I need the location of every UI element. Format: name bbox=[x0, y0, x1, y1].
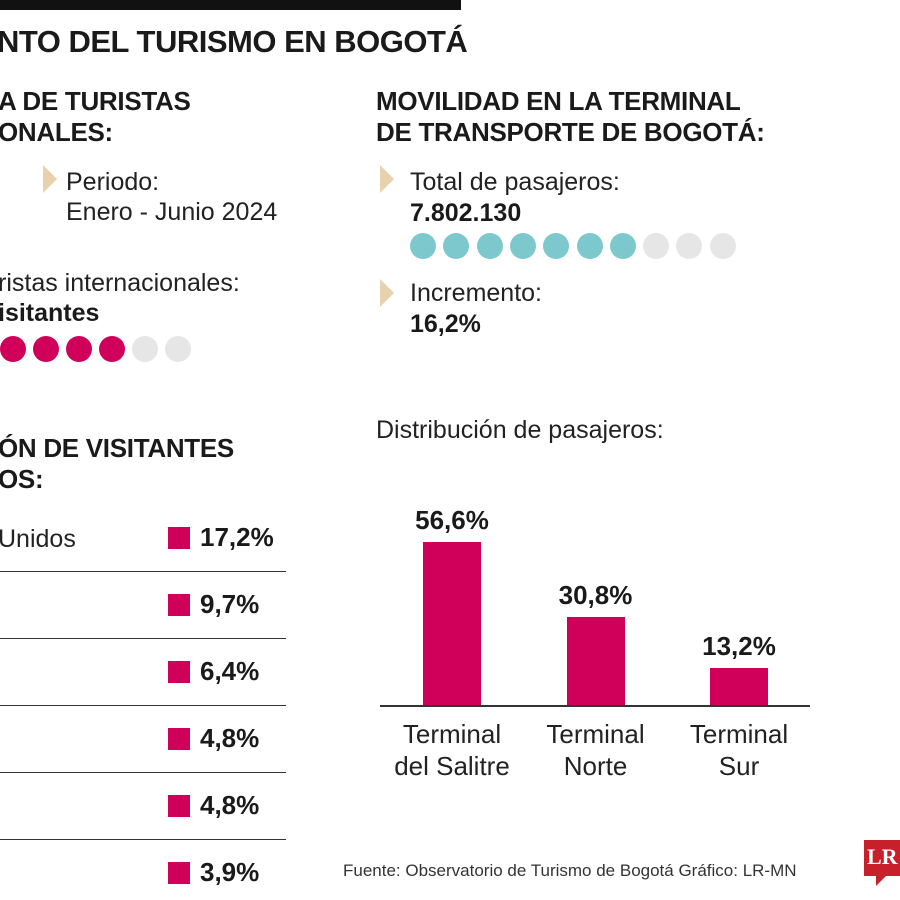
dot bbox=[132, 336, 158, 362]
left-heading-line2: ONALES: bbox=[0, 117, 113, 147]
period-label: Periodo: bbox=[66, 168, 160, 196]
triangle-marker-icon bbox=[380, 279, 394, 307]
category-label: Terminal Sur bbox=[689, 719, 789, 781]
tourists-label: ristas internacionales: bbox=[0, 269, 240, 297]
lr-logo: LR bbox=[864, 840, 900, 886]
increase-value: 16,2% bbox=[410, 310, 481, 338]
bar bbox=[566, 616, 625, 706]
period: Periodo: Enero - Junio 2024 bbox=[66, 167, 277, 227]
triangle-marker-icon bbox=[43, 165, 57, 193]
origin-value: 3,9% bbox=[200, 857, 260, 887]
x-axis bbox=[380, 705, 810, 707]
dot bbox=[643, 233, 670, 259]
origin-heading-line1: ÓN DE VISITANTES bbox=[0, 433, 234, 463]
origin-value: 6,4% bbox=[200, 656, 260, 686]
color-swatch bbox=[168, 728, 190, 750]
row-divider bbox=[0, 705, 286, 706]
left-heading: A DE TURISTAS ONALES: bbox=[0, 86, 191, 148]
color-swatch bbox=[168, 862, 190, 884]
color-swatch bbox=[168, 527, 190, 549]
dot bbox=[0, 336, 26, 362]
color-swatch bbox=[168, 661, 190, 683]
dot bbox=[676, 233, 703, 259]
passengers-label: Total de pasajeros: bbox=[410, 168, 620, 196]
origin-value: 4,8% bbox=[200, 790, 260, 820]
chart-title: Distribución de pasajeros: bbox=[376, 416, 664, 444]
color-swatch bbox=[168, 795, 190, 817]
dot bbox=[509, 233, 536, 259]
tourists-value: isitantes bbox=[0, 299, 100, 327]
dot bbox=[609, 233, 636, 259]
bar-value-label: 30,8% bbox=[558, 579, 633, 610]
row-divider bbox=[0, 571, 286, 572]
source-note: Fuente: Observatorio de Turismo de Bogot… bbox=[343, 861, 797, 880]
origin-value: 17,2% bbox=[200, 522, 274, 552]
triangle-marker-icon bbox=[380, 165, 394, 193]
dot bbox=[576, 233, 603, 259]
passengers-value: 7.802.130 bbox=[410, 199, 522, 227]
bar bbox=[423, 542, 481, 706]
origin-value: 4,8% bbox=[200, 723, 260, 753]
top-rule bbox=[0, 0, 461, 10]
dot bbox=[165, 336, 191, 362]
left-heading-line1: A DE TURISTAS bbox=[0, 86, 191, 116]
dot bbox=[543, 233, 570, 259]
row-divider bbox=[0, 772, 286, 773]
row-divider bbox=[0, 839, 286, 840]
origin-value: 9,7% bbox=[200, 589, 260, 619]
category-label: Terminal del Salitre bbox=[394, 719, 510, 781]
dot bbox=[443, 233, 470, 259]
bar-value-label: 56,6% bbox=[415, 505, 489, 535]
origin-heading: ÓN DE VISITANTES OS: bbox=[0, 433, 234, 495]
category-label: Terminal Norte bbox=[546, 719, 645, 781]
dot bbox=[709, 233, 736, 259]
bar bbox=[710, 667, 768, 706]
dot bbox=[99, 336, 125, 362]
dot bbox=[33, 336, 59, 362]
right-heading-line2: DE TRANSPORTE DE BOGOTÁ: bbox=[376, 117, 765, 147]
right-heading-line1: MOVILIDAD EN LA TERMINAL bbox=[376, 86, 741, 116]
color-swatch bbox=[168, 594, 190, 616]
right-heading: MOVILIDAD EN LA TERMINAL DE TRANSPORTE DE… bbox=[376, 86, 765, 148]
bar-value-label: 13,2% bbox=[702, 630, 776, 661]
dot bbox=[66, 336, 92, 362]
period-value: Enero - Junio 2024 bbox=[66, 198, 278, 226]
page-title: NTO DEL TURISMO EN BOGOTÁ bbox=[0, 24, 468, 59]
origin-heading-line2: OS: bbox=[0, 464, 44, 494]
origin-country: Unidos bbox=[0, 525, 76, 553]
increase-label: Incremento: bbox=[410, 279, 543, 307]
row-divider bbox=[0, 638, 286, 639]
dot bbox=[476, 233, 503, 259]
dot bbox=[410, 233, 436, 259]
